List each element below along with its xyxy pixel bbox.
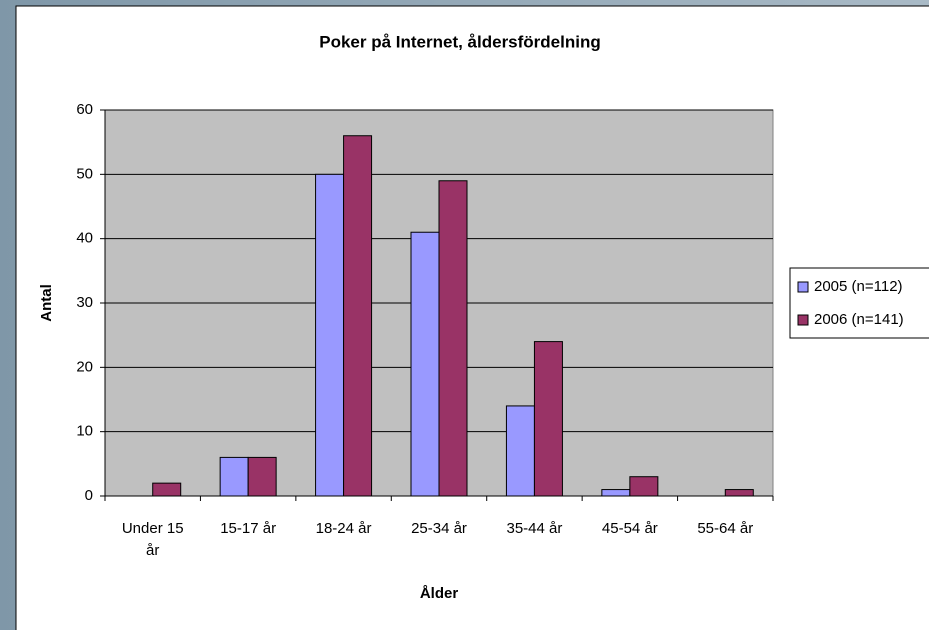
y-tick-label: 60 (76, 101, 93, 118)
bar (343, 135, 373, 497)
y-tick-label: 20 (76, 358, 93, 375)
legend (789, 267, 929, 339)
bar (152, 482, 182, 497)
x-tick-label: 35-44 år (506, 520, 563, 537)
y-tick-label: 0 (85, 487, 93, 504)
bar (629, 476, 659, 497)
bar (724, 489, 754, 497)
x-tick-label: 25-34 år (411, 520, 467, 537)
bar (533, 341, 563, 497)
chart-title: Poker på Internet, åldersfördelning (319, 32, 601, 51)
x-tick-label: Under 15 år (121, 520, 184, 559)
bar (315, 173, 345, 497)
legend-label: 2005 (n=112) (814, 278, 903, 295)
legend-swatch (797, 314, 809, 326)
x-axis-label: Ålder (420, 585, 459, 602)
bar (219, 456, 249, 497)
bar (601, 489, 631, 497)
x-tick-label: 55-64 år (697, 520, 754, 537)
y-tick-label: 10 (76, 423, 93, 440)
bar (410, 231, 440, 497)
legend-swatch (797, 281, 809, 293)
y-tick-label: 40 (76, 230, 93, 247)
legend-label: 2006 (n=141) (814, 311, 904, 328)
bar (247, 456, 277, 497)
x-tick-label: 45-54 år (601, 520, 658, 537)
y-axis-label: Antal (38, 284, 55, 322)
y-tick-label: 30 (76, 294, 93, 311)
x-tick-label: 18-24 år (315, 520, 372, 537)
y-tick-label: 50 (76, 165, 93, 182)
bar (505, 405, 535, 497)
bar (438, 180, 468, 497)
x-tick-label: 15-17 år (220, 520, 277, 537)
